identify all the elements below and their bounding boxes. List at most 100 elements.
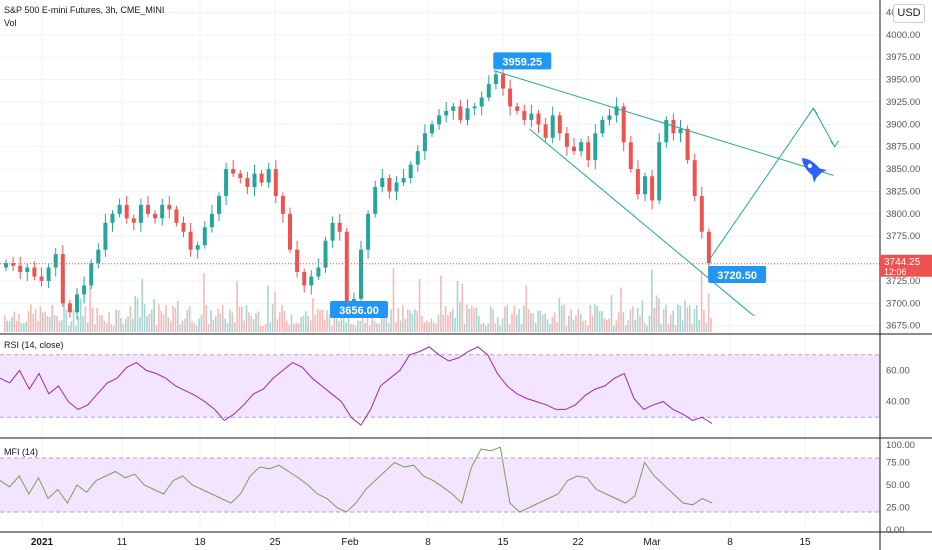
volume-bar: [67, 325, 70, 332]
volume-bar: [416, 310, 418, 332]
volume-bar: [105, 322, 108, 332]
currency-button[interactable]: USD: [893, 4, 925, 23]
volume-bar: [18, 313, 20, 332]
volume-bar: [131, 318, 134, 332]
candle-body: [117, 204, 122, 214]
volume-bar: [148, 313, 151, 332]
volume-bar: [651, 269, 653, 332]
candle-body: [32, 267, 37, 277]
volume-bar: [596, 305, 599, 332]
volume-bar: [110, 323, 113, 332]
candles: [4, 67, 711, 320]
volume-bar: [319, 309, 321, 332]
volume-bar: [245, 305, 248, 332]
volume-bar: [696, 304, 698, 332]
mfi-line: [0, 446, 713, 513]
volume-bar: [546, 319, 549, 332]
candle-body: [706, 231, 711, 264]
mfi-tick: 75.00: [886, 458, 910, 469]
volume-bar: [30, 304, 32, 332]
volume-bar: [243, 320, 245, 332]
candle-body: [53, 254, 58, 268]
volume-bar: [184, 318, 186, 332]
candle-body: [671, 119, 676, 134]
candle-body: [266, 169, 271, 183]
volume-bar: [56, 316, 58, 332]
volume-bar: [582, 320, 584, 332]
candle-body: [323, 240, 328, 268]
candle-body: [699, 195, 704, 232]
candle-body: [373, 187, 378, 214]
volume-bar: [674, 324, 677, 332]
candle-body: [209, 213, 214, 228]
volume-bar: [72, 309, 75, 332]
volume-bar: [541, 314, 544, 332]
volume-bar: [508, 324, 511, 332]
volume-bar: [399, 320, 402, 332]
volume-bar: [198, 318, 200, 332]
x-tick-label: 2021: [31, 537, 54, 548]
candle-body: [39, 276, 44, 281]
candle-body: [536, 113, 541, 125]
mfi-tick: 0.00: [886, 525, 905, 536]
volume-bar: [160, 311, 163, 332]
volume-bar: [610, 295, 613, 332]
volume-bar: [530, 313, 532, 332]
volume-bar: [328, 315, 331, 332]
volume-bar: [444, 305, 447, 332]
volume-bar: [368, 325, 371, 332]
volume-bar: [615, 320, 618, 332]
volume-bar: [475, 307, 478, 332]
volume-bar: [520, 323, 523, 332]
y-tick-label: 3875.00: [886, 142, 920, 153]
projection-path: [706, 107, 836, 264]
volume-bar: [25, 321, 27, 332]
volume-bar: [79, 298, 82, 332]
volume-bar: [456, 280, 459, 332]
candle-body: [607, 115, 612, 120]
candle-body: [202, 227, 207, 246]
volume-bar: [707, 293, 710, 332]
volume-bar: [639, 315, 641, 332]
volume-bar: [49, 316, 51, 332]
volume-bar: [259, 325, 262, 332]
volume-bar: [290, 314, 293, 332]
volume-bar: [139, 316, 141, 332]
volume-bar: [527, 309, 530, 332]
current-price-label: 3744.25: [884, 257, 921, 268]
volume-bar: [335, 304, 338, 332]
volume-bar: [27, 311, 30, 332]
volume-bar: [203, 272, 205, 332]
volume-bar: [101, 315, 103, 332]
candle-body: [167, 204, 172, 210]
volume-bar: [167, 317, 170, 332]
volume-bar: [605, 319, 608, 332]
volume-bar: [478, 315, 480, 332]
volume-bar: [620, 287, 622, 332]
volume-bar: [191, 321, 193, 332]
candle-body: [273, 169, 278, 196]
volume-bar: [703, 309, 705, 332]
volume-bar: [169, 320, 172, 332]
volume-bar: [660, 324, 663, 332]
volume-bar: [321, 309, 324, 332]
volume-bar: [82, 315, 84, 332]
x-tick-label: 11: [117, 537, 128, 548]
projection-peak: [808, 107, 818, 115]
volume-bar: [513, 305, 516, 332]
candle-body: [415, 151, 420, 165]
volume-bar: [51, 304, 53, 332]
volume-bar: [575, 315, 577, 332]
volume-bar: [511, 313, 513, 332]
volume-bar: [165, 304, 167, 332]
volume-bar: [286, 320, 288, 332]
volume-bar: [143, 304, 146, 332]
volume-bar: [622, 312, 625, 332]
volume-bar: [617, 311, 620, 332]
volume-bar: [565, 325, 568, 332]
y-tick-label: 3925.00: [886, 97, 920, 108]
volume-bar: [77, 316, 80, 332]
candle-body: [131, 218, 136, 223]
volume-bar: [665, 304, 667, 332]
